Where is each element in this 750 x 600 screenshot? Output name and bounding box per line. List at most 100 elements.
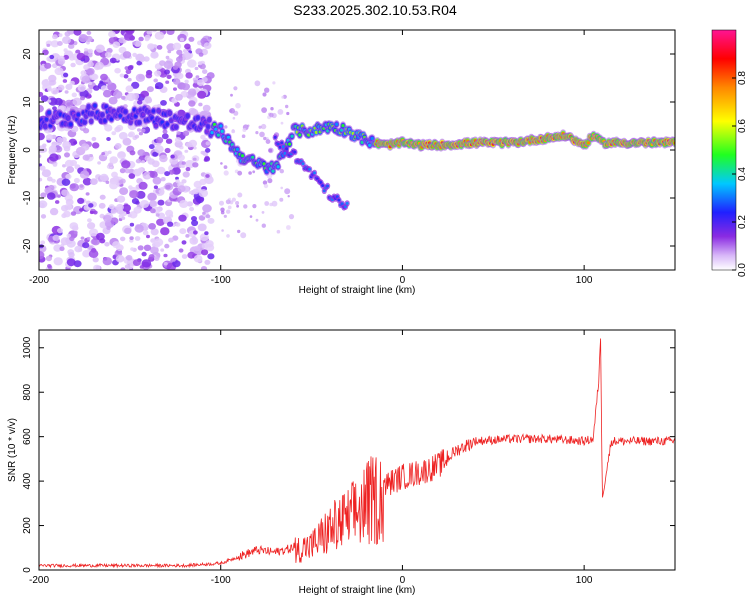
heatmap-cell (68, 43, 75, 49)
heatmap-cell (62, 164, 66, 168)
heatmap-cell (89, 228, 99, 237)
heatmap-cell (197, 90, 207, 99)
heatmap-cell (89, 210, 94, 215)
heatmap-cell (89, 154, 93, 158)
heatmap-cell (198, 102, 203, 107)
heatmap-cell (193, 80, 198, 84)
heatmap-cell (47, 110, 51, 115)
heatmap-cell (370, 136, 374, 141)
y-tick-label: 400 (22, 472, 33, 489)
y-tick-label: 1000 (22, 336, 33, 359)
heatmap-cell (66, 233, 72, 238)
heatmap-cell (153, 185, 158, 189)
heatmap-cell (164, 69, 170, 75)
heatmap-cell (279, 169, 284, 174)
heatmap-cell (45, 117, 49, 121)
heatmap-cell (186, 114, 190, 118)
heatmap-cell (233, 86, 238, 91)
heatmap-cell (143, 226, 149, 231)
heatmap-cell (273, 135, 277, 139)
heatmap-cell (286, 225, 291, 230)
heatmap-cell (67, 30, 75, 35)
heatmap-cell (235, 102, 241, 109)
heatmap-cell (178, 214, 187, 222)
heatmap-cell (85, 192, 90, 196)
heatmap-cell (150, 228, 159, 236)
heatmap-cell (155, 82, 164, 90)
heatmap-cell (205, 148, 211, 153)
heatmap-cell (192, 157, 197, 161)
heatmap-cell (219, 124, 223, 128)
heatmap-cell (92, 257, 99, 263)
heatmap-cell (227, 205, 232, 210)
heatmap-cell (288, 142, 292, 146)
heatmap-cell (39, 251, 45, 260)
heatmap-cell (237, 192, 243, 198)
heatmap-cell (261, 211, 265, 214)
heatmap-cell (39, 132, 45, 141)
heatmap-cell (124, 66, 129, 71)
snr-series-line (39, 338, 675, 569)
heatmap-cell (264, 87, 270, 93)
heatmap-cell (223, 214, 227, 218)
heatmap-cell (121, 160, 131, 169)
heatmap-cell (61, 205, 69, 212)
heatmap-cell (135, 158, 142, 164)
heatmap-cell (182, 130, 190, 137)
heatmap-cell (64, 99, 74, 108)
heatmap-cell (175, 222, 181, 227)
heatmap-cell (186, 142, 193, 148)
heatmap-cell (107, 82, 117, 91)
heatmap-cells (39, 30, 675, 270)
heatmap-cell (298, 133, 302, 137)
heatmap-cell (132, 41, 136, 45)
heatmap-cell (270, 107, 274, 111)
heatmap-cell (87, 48, 94, 54)
heatmap-cell (185, 160, 195, 169)
x-tick-label: 0 (400, 275, 406, 286)
heatmap-cell (232, 116, 236, 120)
heatmap-cell (138, 36, 144, 42)
heatmap-cell (155, 213, 160, 217)
heatmap-cell (40, 95, 49, 102)
heatmap-cell (44, 187, 52, 194)
heatmap-cell (125, 85, 134, 93)
heatmap-cell (87, 53, 93, 58)
heatmap-cell (335, 122, 339, 126)
heatmap-cell (107, 80, 112, 85)
heatmap-cell (39, 165, 46, 171)
heatmap-cell (136, 60, 142, 66)
heatmap-cell (109, 57, 117, 64)
heatmap-cell (150, 208, 156, 214)
heatmap-cell (188, 190, 193, 194)
heatmap-cell (166, 74, 172, 80)
heatmap-cell (122, 204, 131, 212)
heatmap-cell (166, 30, 175, 35)
y-tick-label: -10 (22, 190, 33, 205)
heatmap-cell (173, 78, 181, 85)
heatmap-cell (235, 147, 239, 151)
heatmap-cell (140, 128, 146, 133)
heatmap-cell (321, 184, 325, 188)
heatmap-cell (185, 167, 191, 172)
heatmap-cell (79, 208, 84, 212)
heatmap-cell (128, 173, 136, 179)
heatmap-cell (149, 200, 158, 208)
x-axis-label: Height of straight line (km) (299, 585, 416, 596)
heatmap-cell (49, 153, 59, 162)
heatmap-cell (87, 222, 96, 230)
heatmap-cell (236, 204, 240, 208)
x-tick-label: -200 (29, 575, 49, 586)
heatmap-cell (102, 257, 113, 266)
heatmap-cell (69, 122, 73, 126)
heatmap-cell (70, 211, 77, 216)
snr-plot-area (39, 338, 675, 569)
heatmap-cell (290, 134, 294, 138)
heatmap-cell (198, 189, 208, 198)
heatmap-cell (221, 229, 224, 232)
figure-title: S233.2025.302.10.53.R04 (293, 2, 457, 18)
heatmap-cell (49, 54, 55, 60)
heatmap-cell (83, 120, 87, 124)
heatmap-cell (172, 260, 181, 268)
heatmap-cell (118, 180, 124, 184)
